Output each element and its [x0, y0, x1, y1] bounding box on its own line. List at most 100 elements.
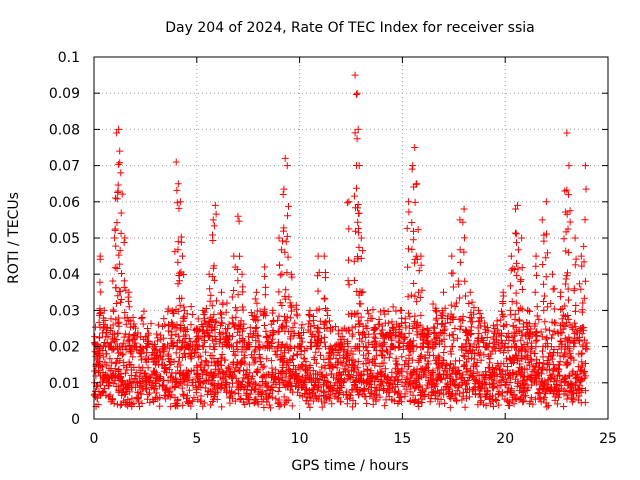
data-point [439, 356, 447, 364]
data-point [571, 261, 579, 269]
data-point [448, 314, 456, 322]
data-point [113, 195, 121, 203]
data-point [566, 352, 574, 360]
data-point [351, 71, 359, 79]
data-point [461, 403, 469, 411]
data-point [206, 332, 214, 340]
data-point [541, 318, 549, 326]
data-point [388, 384, 396, 392]
data-point [237, 361, 245, 369]
data-point [315, 382, 323, 390]
data-point [140, 307, 148, 315]
data-point [367, 390, 375, 398]
data-point [406, 398, 414, 406]
data-point [348, 386, 356, 394]
data-point [456, 325, 464, 333]
data-point [244, 343, 252, 351]
data-point [365, 350, 373, 358]
data-point [193, 333, 201, 341]
data-point [109, 395, 117, 403]
data-point [417, 389, 425, 397]
data-point [210, 311, 218, 319]
data-point [424, 377, 432, 385]
data-point [566, 321, 574, 329]
data-point [196, 397, 204, 405]
data-point [469, 386, 477, 394]
data-point [308, 339, 316, 347]
data-point [508, 333, 516, 341]
data-point [344, 256, 352, 264]
data-point [483, 334, 491, 342]
data-point [125, 288, 133, 296]
data-point [456, 369, 464, 377]
data-point [399, 345, 407, 353]
data-point [123, 313, 131, 321]
data-point [305, 311, 313, 319]
data-point [103, 350, 111, 358]
data-point [359, 360, 367, 368]
data-point [525, 361, 533, 369]
data-point [382, 331, 390, 339]
data-point [385, 392, 393, 400]
data-point [254, 365, 262, 373]
data-point [342, 351, 350, 359]
data-point [257, 389, 265, 397]
data-point [316, 351, 324, 359]
data-point [381, 319, 389, 327]
data-point [224, 325, 232, 332]
data-point [263, 355, 271, 363]
data-point [217, 361, 225, 369]
y-tick-label: 0.04 [49, 267, 80, 283]
data-point [474, 306, 482, 314]
data-point [504, 343, 512, 351]
data-point [410, 280, 418, 288]
data-point [540, 395, 548, 403]
data-point [279, 191, 287, 199]
data-point [359, 378, 367, 386]
data-point [542, 399, 550, 407]
data-point [375, 315, 383, 323]
data-point [246, 390, 254, 398]
data-point [537, 328, 545, 336]
data-point [171, 402, 179, 410]
data-point [480, 400, 488, 408]
data-point [202, 348, 210, 356]
data-point [234, 345, 242, 353]
data-point [403, 385, 411, 393]
data-point [187, 349, 195, 357]
data-point [416, 352, 424, 360]
data-point [228, 293, 236, 301]
data-point [250, 396, 258, 404]
data-point [352, 90, 360, 98]
data-point [210, 262, 218, 270]
data-point [511, 375, 519, 383]
data-point [95, 369, 103, 377]
data-point [488, 375, 496, 383]
data-point [252, 337, 260, 345]
data-point [453, 387, 461, 395]
data-point [459, 352, 467, 360]
data-point [464, 336, 472, 344]
data-point [115, 387, 123, 395]
data-point [548, 355, 556, 363]
data-point [122, 390, 130, 398]
data-point [411, 292, 419, 300]
data-point [247, 309, 255, 317]
data-point [130, 320, 138, 328]
data-point [555, 343, 563, 351]
data-point [152, 347, 160, 355]
data-point [287, 314, 295, 322]
data-point [201, 361, 209, 369]
data-point [328, 400, 336, 408]
data-point [405, 309, 413, 317]
data-point [124, 293, 132, 301]
data-point [185, 398, 193, 406]
y-tick-label: 0.05 [49, 231, 80, 247]
data-point [423, 325, 431, 332]
data-point [452, 299, 460, 307]
y-tick-label: 0.06 [49, 195, 80, 211]
data-point [113, 129, 121, 137]
data-point [287, 335, 295, 343]
y-tick-label: 0 [71, 412, 80, 428]
